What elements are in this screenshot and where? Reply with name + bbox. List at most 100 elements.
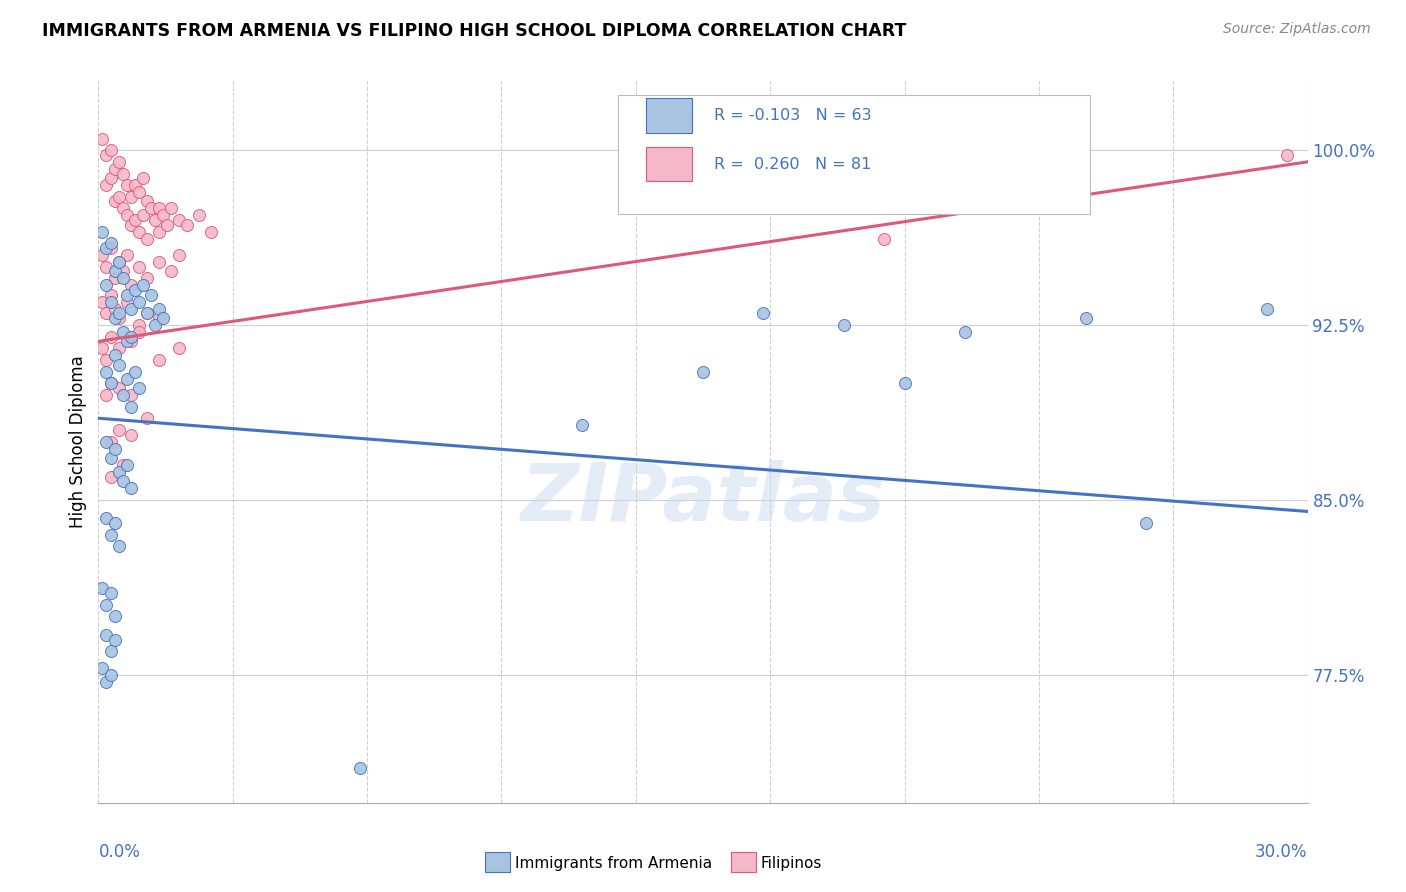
- Point: [120, 190, 142, 204]
- Point: [148, 225, 170, 239]
- Point: [893, 376, 915, 391]
- Point: [120, 278, 142, 293]
- Point: [96, 278, 118, 293]
- Point: [100, 329, 122, 343]
- Point: [103, 311, 125, 326]
- Point: [107, 358, 129, 372]
- Point: [148, 255, 170, 269]
- Point: [100, 450, 122, 465]
- Text: 30.0%: 30.0%: [1256, 843, 1308, 861]
- Point: [349, 761, 371, 775]
- Point: [103, 161, 125, 176]
- Point: [96, 598, 118, 612]
- FancyBboxPatch shape: [647, 147, 692, 181]
- Point: [139, 287, 162, 301]
- Point: [120, 334, 142, 349]
- Point: [152, 311, 174, 326]
- Point: [111, 264, 134, 278]
- Point: [124, 283, 146, 297]
- Point: [176, 218, 198, 232]
- Point: [135, 306, 157, 320]
- Point: [107, 306, 129, 320]
- Point: [96, 628, 118, 642]
- Point: [120, 427, 142, 442]
- Point: [128, 294, 150, 309]
- Point: [148, 353, 170, 368]
- Point: [143, 213, 166, 227]
- Point: [1135, 516, 1157, 530]
- Point: [100, 294, 122, 309]
- Point: [91, 582, 114, 596]
- Point: [91, 294, 114, 309]
- Point: [111, 458, 134, 472]
- Point: [96, 148, 118, 162]
- Point: [100, 644, 122, 658]
- Point: [96, 241, 118, 255]
- Point: [128, 225, 150, 239]
- Point: [96, 306, 118, 320]
- Point: [100, 469, 122, 483]
- Point: [107, 381, 129, 395]
- Point: [91, 131, 114, 145]
- Point: [103, 194, 125, 209]
- Point: [188, 209, 211, 223]
- Point: [115, 334, 138, 349]
- Point: [124, 213, 146, 227]
- Point: [91, 248, 114, 262]
- Point: [103, 609, 125, 624]
- Point: [111, 271, 134, 285]
- Point: [148, 301, 170, 316]
- Point: [100, 241, 122, 255]
- Point: [692, 365, 714, 379]
- Point: [152, 209, 174, 223]
- Point: [103, 632, 125, 647]
- Point: [128, 318, 150, 332]
- Point: [107, 423, 129, 437]
- Point: [103, 301, 125, 316]
- Text: R =  0.260   N = 81: R = 0.260 N = 81: [714, 157, 872, 171]
- Point: [135, 271, 157, 285]
- Point: [107, 255, 129, 269]
- Point: [132, 278, 155, 293]
- Point: [167, 213, 190, 227]
- Point: [111, 474, 134, 488]
- Point: [100, 376, 122, 391]
- Text: Filipinos: Filipinos: [761, 856, 823, 871]
- Point: [91, 660, 114, 674]
- Point: [120, 400, 142, 414]
- Point: [100, 143, 122, 157]
- Point: [1277, 148, 1299, 162]
- Point: [571, 418, 593, 433]
- Point: [128, 185, 150, 199]
- Point: [96, 353, 118, 368]
- Point: [160, 264, 183, 278]
- Text: ZIPatlas: ZIPatlas: [520, 460, 886, 539]
- Point: [115, 458, 138, 472]
- Text: Source: ZipAtlas.com: Source: ZipAtlas.com: [1223, 22, 1371, 37]
- Point: [135, 194, 157, 209]
- Point: [107, 154, 129, 169]
- Point: [96, 674, 118, 689]
- FancyBboxPatch shape: [619, 95, 1090, 214]
- Point: [167, 248, 190, 262]
- Point: [96, 434, 118, 449]
- Point: [107, 465, 129, 479]
- Point: [100, 287, 122, 301]
- Point: [128, 260, 150, 274]
- Point: [135, 232, 157, 246]
- Point: [200, 225, 222, 239]
- Point: [120, 388, 142, 402]
- Point: [139, 202, 162, 216]
- Point: [1256, 301, 1278, 316]
- Point: [100, 171, 122, 186]
- Text: 0.0%: 0.0%: [98, 843, 141, 861]
- Point: [143, 318, 166, 332]
- Point: [103, 442, 125, 456]
- Point: [96, 388, 118, 402]
- Point: [115, 248, 138, 262]
- Point: [100, 528, 122, 542]
- Point: [111, 325, 134, 339]
- Point: [111, 388, 134, 402]
- Point: [107, 540, 129, 554]
- Point: [132, 171, 155, 186]
